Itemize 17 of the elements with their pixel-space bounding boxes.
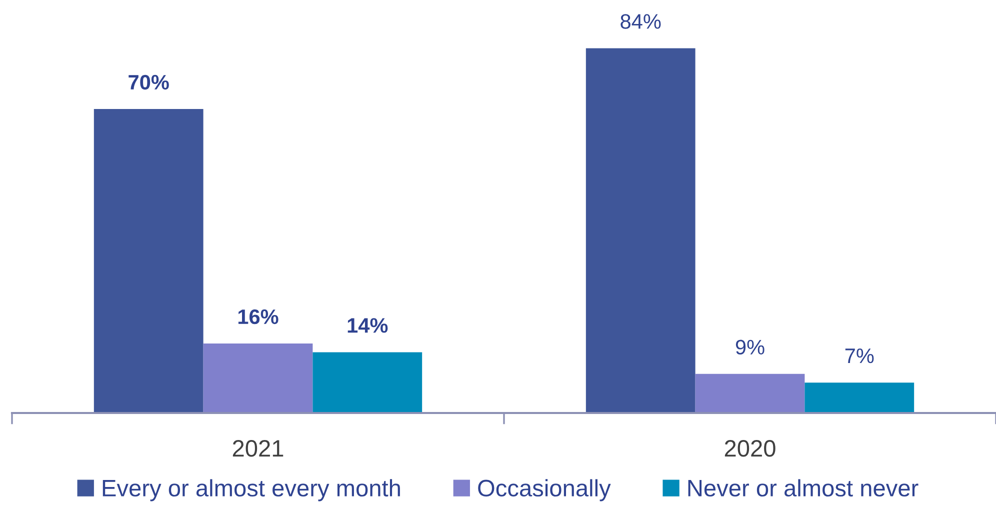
bar <box>94 109 204 413</box>
data-label: 7% <box>845 348 874 364</box>
data-label: 16% <box>238 309 278 324</box>
bar <box>203 344 313 413</box>
data-label: 70% <box>128 74 169 90</box>
data-label: 9% <box>736 340 764 355</box>
bar <box>804 382 914 413</box>
data-label: 84% <box>620 14 661 29</box>
x-tick-label: 2021 <box>232 440 284 457</box>
data-label: 14% <box>348 318 388 333</box>
legend-label: Occasionally <box>478 479 611 502</box>
legend-label: Never or almost never <box>688 479 918 497</box>
bar <box>586 48 696 413</box>
legend-label: Every or almost every month <box>102 479 400 502</box>
x-tick-label: 2020 <box>724 440 776 457</box>
bar <box>312 352 422 413</box>
bar <box>695 374 805 413</box>
